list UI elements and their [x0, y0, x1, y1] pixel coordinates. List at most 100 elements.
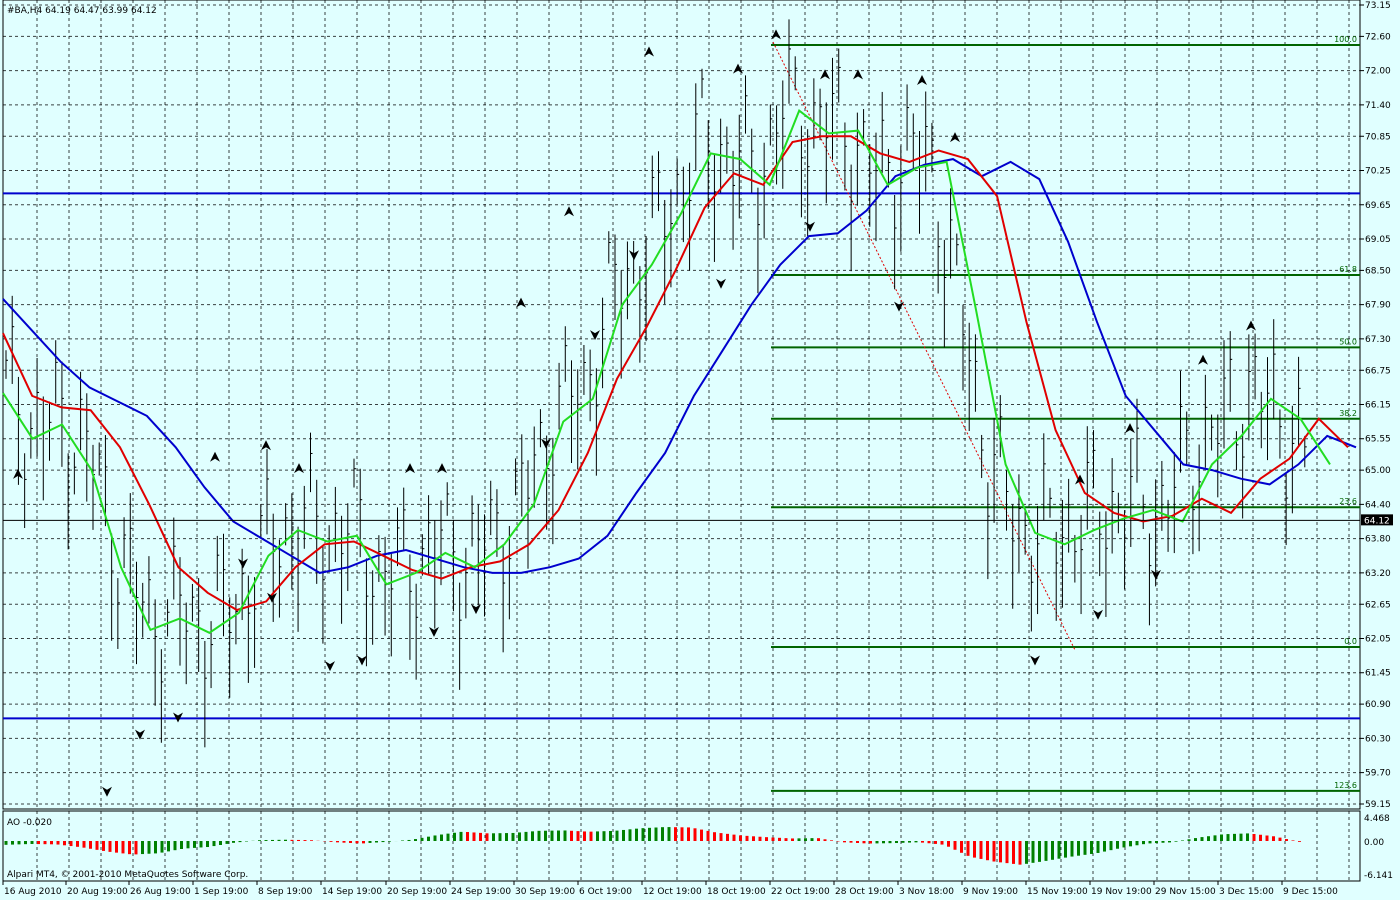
grid: [3, 0, 1360, 881]
alligator-lines: [2, 108, 1357, 634]
series-line-lips: [2, 108, 1331, 634]
x-tick-label: 22 Oct 19:00: [771, 887, 830, 897]
y-tick-label: 66.15: [1365, 401, 1391, 411]
x-tick-label: 9 Dec 15:00: [1283, 887, 1338, 897]
x-tick-label: 16 Aug 2010: [4, 887, 62, 897]
x-tick-label: 6 Oct 19:00: [579, 887, 632, 897]
y-tick-label: 67.90: [1365, 301, 1391, 311]
ao-axis-bottom: -6.141: [1364, 871, 1393, 881]
fibo-level-label: 61.8: [1339, 265, 1357, 274]
fractal-up-arrow-icon: [1125, 423, 1135, 434]
horizontal-levels[interactable]: [3, 192, 1360, 720]
y-tick-label: 59.70: [1365, 769, 1391, 779]
fractal-up-arrow-icon: [1075, 474, 1085, 485]
x-tick-label: 3 Dec 15:00: [1219, 887, 1274, 897]
fractal-down-arrow-icon: [1030, 655, 1040, 666]
x-tick-label: 14 Sep 19:00: [322, 887, 382, 897]
x-tick-label: 20 Sep 19:00: [387, 887, 447, 897]
copyright: Alpari MT4, © 2001-2010 MetaQuotes Softw…: [7, 870, 248, 880]
fractal-down-arrow-icon: [894, 301, 904, 312]
x-tick-label: 19 Nov 19:00: [1091, 887, 1152, 897]
y-tick-label: 71.40: [1365, 101, 1391, 111]
ao-panel: [2, 810, 1361, 882]
fractal-up-arrow-icon: [294, 463, 304, 474]
y-tick-label: 68.50: [1365, 266, 1391, 276]
fibo-level-label: 123.6: [1334, 781, 1357, 790]
fractal-up-arrow-icon: [644, 46, 654, 57]
y-tick-label: 61.45: [1365, 669, 1391, 679]
y-tick-label: 73.15: [1365, 1, 1391, 11]
fractal-up-arrow-icon: [437, 463, 447, 474]
fractal-down-arrow-icon: [590, 330, 600, 341]
y-tick-label: 70.25: [1365, 167, 1391, 177]
fractal-arrows: [13, 29, 1256, 797]
fibo-level-label: 0.0: [1344, 637, 1357, 646]
symbol-info: #BA,H4 64.19 64.47 63.99 64.12: [7, 6, 157, 16]
fractal-up-arrow-icon: [516, 297, 526, 308]
x-tick-label: 18 Oct 19:00: [707, 887, 766, 897]
fractal-down-arrow-icon: [173, 712, 183, 723]
fractal-down-arrow-icon: [267, 592, 277, 603]
y-tick-label: 63.20: [1365, 569, 1391, 579]
x-tick-label: 28 Oct 19:00: [835, 887, 894, 897]
fractal-down-arrow-icon: [357, 655, 367, 666]
fractal-up-arrow-icon: [210, 451, 220, 462]
fractal-up-arrow-icon: [13, 468, 23, 479]
fractal-up-arrow-icon: [261, 440, 271, 451]
y-tick-label: 69.05: [1365, 235, 1391, 245]
fibo-level-label: 23.6: [1339, 497, 1357, 506]
fractal-down-arrow-icon: [429, 626, 439, 637]
y-tick-label: 66.75: [1365, 366, 1391, 376]
fractal-up-arrow-icon: [771, 29, 781, 40]
time-axis: 16 Aug 2010 20 Aug 19:00 26 Aug 19:00 1 Sep…: [2, 881, 1338, 897]
fractal-down-arrow-icon: [102, 786, 112, 797]
x-tick-label: 1 Sep 19:00: [194, 887, 249, 897]
x-tick-label: 8 Sep 19:00: [258, 887, 313, 897]
fibo-retracement[interactable]: 100.0 61.8 50.0 38.2 23.6 0.0 123.6: [771, 35, 1360, 792]
y-tick-label: 72.00: [1365, 67, 1391, 77]
x-tick-label: 29 Nov 15:00: [1155, 887, 1216, 897]
fractal-down-arrow-icon: [135, 729, 145, 740]
fractal-down-arrow-icon: [238, 558, 248, 569]
y-tick-label: 67.30: [1365, 335, 1391, 345]
x-tick-label: 3 Nov 18:00: [899, 887, 954, 897]
x-tick-label: 26 Aug 19:00: [130, 887, 191, 897]
x-tick-label: 12 Oct 19:00: [643, 887, 702, 897]
series-line-jaw: [2, 158, 1357, 574]
y-tick-label: 59.15: [1365, 800, 1391, 810]
fractal-down-arrow-icon: [1151, 569, 1161, 580]
fractal-down-arrow-icon: [541, 438, 551, 449]
x-tick-label: 24 Sep 19:00: [451, 887, 511, 897]
fractal-up-arrow-icon: [950, 132, 960, 143]
fractal-down-arrow-icon: [471, 604, 481, 615]
y-tick-label: 72.60: [1365, 32, 1391, 42]
fractal-up-arrow-icon: [853, 69, 863, 80]
y-tick-label: 64.40: [1365, 500, 1391, 510]
fractal-up-arrow-icon: [820, 69, 830, 80]
fractal-up-arrow-icon: [564, 206, 574, 217]
x-tick-label: 30 Sep 19:00: [515, 887, 575, 897]
y-tick-label: 65.00: [1365, 466, 1391, 476]
x-tick-label: 9 Nov 19:00: [963, 887, 1018, 897]
y-tick-label: 65.55: [1365, 435, 1391, 445]
y-tick-label: 63.80: [1365, 535, 1391, 545]
fibo-level-label: 38.2: [1339, 409, 1357, 418]
y-tick-label: 69.65: [1365, 201, 1391, 211]
x-tick-label: 20 Aug 19:00: [67, 887, 128, 897]
y-tick-label: 60.30: [1365, 734, 1391, 744]
fractal-up-arrow-icon: [1198, 354, 1208, 365]
fractal-up-arrow-icon: [917, 75, 927, 86]
fractal-up-arrow-icon: [1246, 320, 1256, 331]
y-tick-label: 62.05: [1365, 634, 1391, 644]
fibo-level-label: 50.0: [1339, 337, 1357, 346]
ao-axis-mid: 0.00: [1364, 838, 1384, 848]
fractal-up-arrow-icon: [733, 63, 743, 74]
fractal-down-arrow-icon: [629, 250, 639, 261]
series-line-teeth: [2, 135, 1349, 612]
fractal-down-arrow-icon: [805, 221, 815, 232]
y-tick-label: 62.65: [1365, 600, 1391, 610]
fibo-level-label: 100.0: [1334, 35, 1357, 44]
awesome-oscillator: [4, 827, 1301, 865]
x-tick-label: 15 Nov 19:00: [1027, 887, 1088, 897]
